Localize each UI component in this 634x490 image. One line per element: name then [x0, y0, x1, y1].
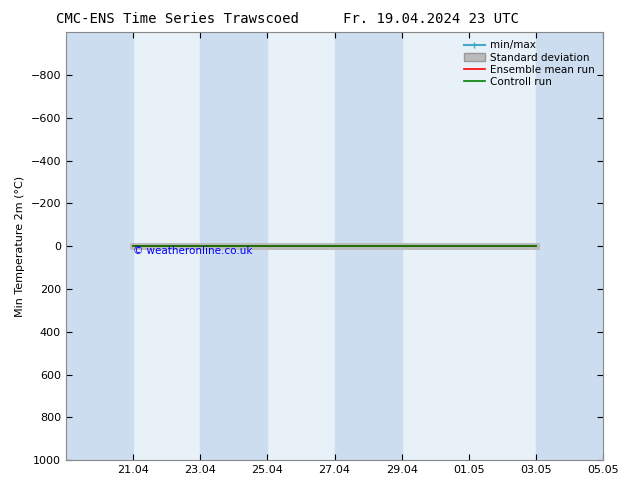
Bar	[200, 32, 268, 460]
Text: © weatheronline.co.uk: © weatheronline.co.uk	[133, 246, 252, 256]
Bar	[335, 32, 402, 460]
Text: CMC-ENS Time Series Trawscoed: CMC-ENS Time Series Trawscoed	[56, 12, 299, 26]
Legend: min/max, Standard deviation, Ensemble mean run, Controll run: min/max, Standard deviation, Ensemble me…	[461, 37, 598, 90]
Bar	[66, 32, 133, 460]
Bar	[536, 32, 603, 460]
Text: Fr. 19.04.2024 23 UTC: Fr. 19.04.2024 23 UTC	[343, 12, 519, 26]
Y-axis label: Min Temperature 2m (°C): Min Temperature 2m (°C)	[15, 175, 25, 317]
